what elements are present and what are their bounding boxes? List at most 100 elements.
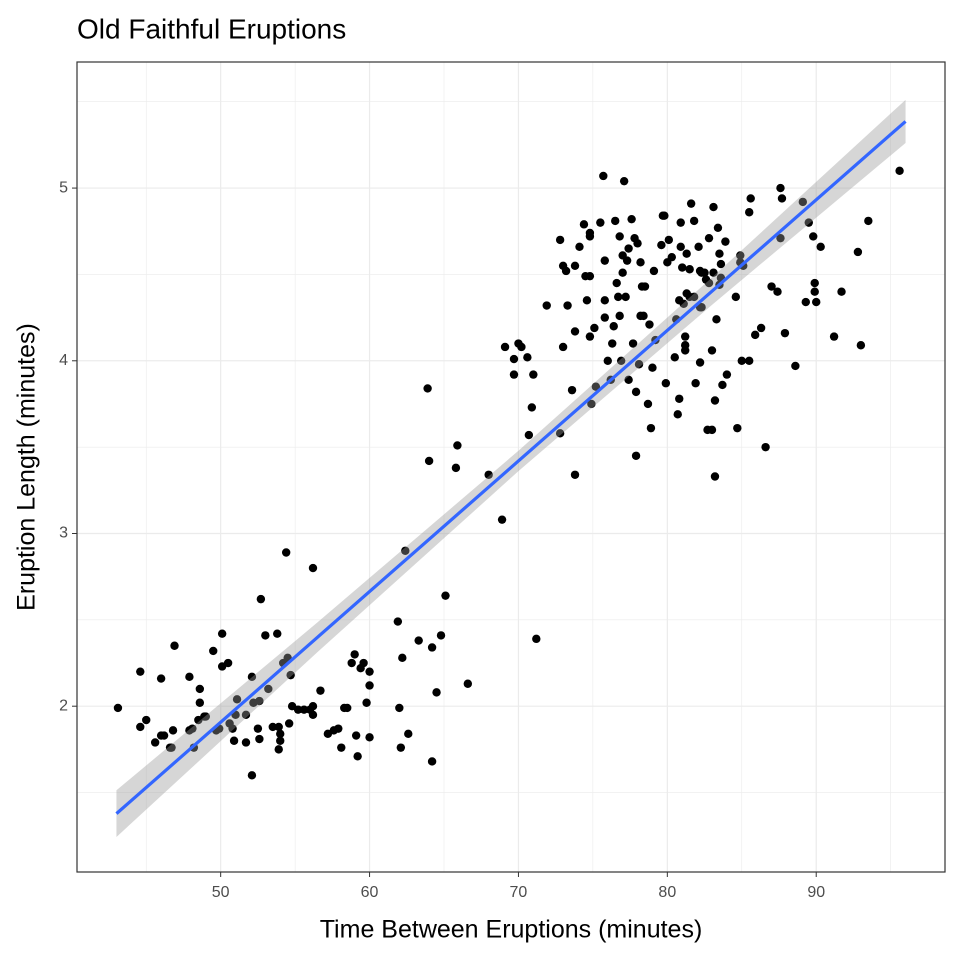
point [599,171,608,181]
point [812,297,821,307]
point [587,399,596,409]
point [337,743,346,752]
point [609,322,618,331]
point [509,354,519,364]
point [253,724,263,733]
point [567,385,577,395]
point [646,423,656,433]
point [804,218,813,227]
point [286,670,295,680]
point [715,249,724,258]
point [308,563,318,573]
point [737,356,746,365]
chart-title: Old Faithful Eruptions [77,13,346,44]
point [608,339,617,348]
point [497,515,507,524]
point [767,282,776,291]
point [615,232,624,241]
point [676,242,685,251]
point [704,233,714,243]
point [500,342,510,352]
point [657,240,666,250]
point [523,353,532,362]
point [624,375,633,384]
point [798,197,808,207]
point [619,176,629,186]
y-tick-label: 4 [59,352,68,369]
point [682,249,691,258]
point [600,313,609,322]
point [750,330,760,340]
point [558,342,568,352]
point [660,211,669,220]
point [680,332,690,341]
point [276,729,285,739]
point [624,244,633,253]
point [611,216,620,226]
point [633,239,642,248]
point [631,451,641,460]
point [414,636,423,645]
y-tick-label: 3 [59,525,68,542]
point [667,252,676,262]
point [432,688,441,697]
point [168,726,178,735]
point [281,548,291,557]
point [756,323,766,333]
point [622,256,632,265]
point [627,214,636,224]
point [616,356,626,365]
point [561,266,571,276]
point [256,594,266,604]
point [308,710,318,720]
point [777,194,787,203]
point [710,396,720,405]
point [136,722,145,732]
point [555,235,565,245]
point [685,265,694,274]
point [675,394,684,403]
point [353,752,362,761]
point [585,332,595,341]
point [241,738,251,747]
point [273,629,282,638]
panel-border [76,61,946,873]
point [396,743,406,752]
point [276,736,285,745]
point [195,684,205,694]
point [640,282,650,291]
point [575,242,584,251]
point [615,311,624,321]
point [255,734,264,744]
point [664,235,674,245]
point [603,356,612,365]
point [563,301,572,310]
point [709,202,718,212]
point [810,287,819,296]
point [689,292,699,302]
point [113,703,123,713]
point [853,247,863,257]
x-tick-label: 60 [361,884,379,901]
point [423,384,432,393]
point [436,631,446,640]
point [676,218,685,227]
point [733,423,742,433]
point [579,220,589,229]
point [299,705,309,714]
point [700,268,709,277]
point [829,332,839,341]
point [613,292,623,302]
y-axis-label: Eruption Length (minutes) [13,323,41,611]
point [716,259,726,269]
point [713,223,723,232]
x-tick-label: 80 [658,884,676,901]
point [247,672,257,682]
point [680,341,690,350]
point [365,733,374,742]
point [712,315,721,324]
point [661,379,671,388]
point [136,667,145,676]
point [686,199,696,208]
point [837,287,846,296]
